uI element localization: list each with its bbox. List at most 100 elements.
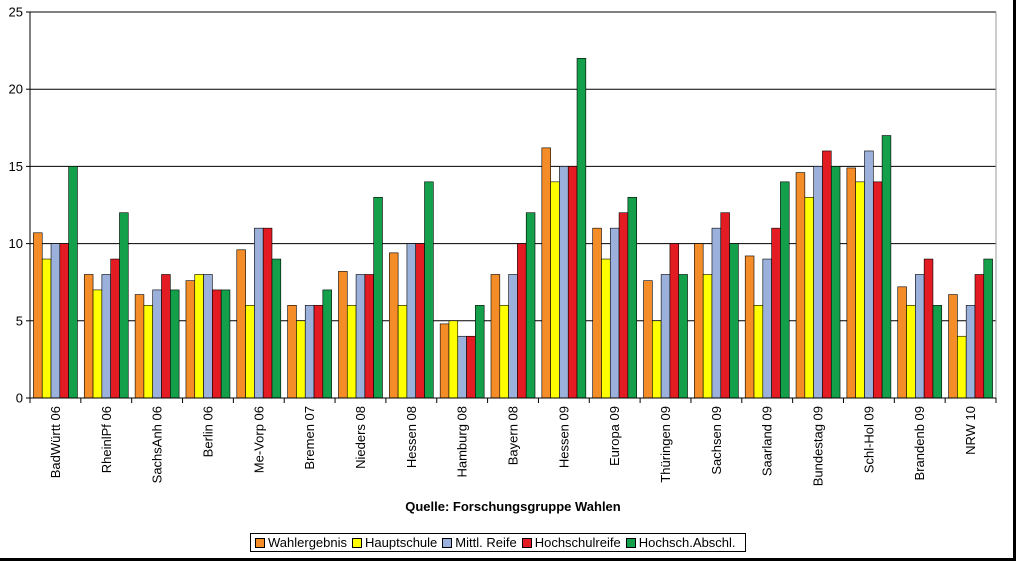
bar-wahlergebnis xyxy=(744,255,755,399)
bar-wahlergebnis xyxy=(592,227,602,399)
category-label: Berlin 06 xyxy=(200,406,215,457)
bar-wahlergebnis xyxy=(83,274,94,399)
legend-item: Mittl. Reife xyxy=(442,535,517,550)
legend: Wahlergebnis Hauptschule Mittl. Reife Hochs… xyxy=(250,533,746,552)
bar-hochsch-abschl xyxy=(830,166,841,399)
category-label: Nieders 08 xyxy=(353,406,368,469)
bar-hochschulreife xyxy=(161,274,171,399)
bar-hochsch-abschl xyxy=(576,58,587,399)
bar-mittl-reife xyxy=(609,227,620,399)
category-label: Schl-Hol 09 xyxy=(861,406,876,473)
legend-label: Mittl. Reife xyxy=(455,535,517,550)
bar-mittl-reife xyxy=(254,227,264,399)
bar-hochsch-abschl xyxy=(322,289,332,399)
category-label: NRW 10 xyxy=(963,406,978,455)
bar-mittl-reife xyxy=(711,227,722,399)
bar-hauptschule xyxy=(753,305,764,399)
category-labels: BadWürtt 06 RheinlPf 06 SachsAnh 06 Berlin … xyxy=(48,406,978,486)
bar-hauptschule xyxy=(397,305,408,399)
legend-label: Hochschulreife xyxy=(534,535,621,550)
bar-mittl-reife xyxy=(660,274,671,399)
bar-hauptschule xyxy=(296,320,306,399)
bar-hauptschule xyxy=(448,320,459,399)
legend-swatch xyxy=(442,537,453,548)
bar-mittl-reife xyxy=(559,166,569,399)
bar-wahlergebnis xyxy=(541,147,551,399)
bar-hochschulreife xyxy=(567,166,578,399)
bar-wahlergebnis xyxy=(643,280,653,399)
legend-swatch xyxy=(352,537,363,548)
bar-hochschulreife xyxy=(974,274,985,399)
category-label: Hessen 08 xyxy=(404,406,419,468)
bar-hochschulreife xyxy=(720,212,730,399)
bar-hochsch-abschl xyxy=(170,289,180,399)
bar-hauptschule xyxy=(906,305,916,399)
bar-wahlergebnis xyxy=(185,280,196,399)
bar-hochsch-abschl xyxy=(119,212,129,399)
category-label: Brandenb 09 xyxy=(912,406,927,480)
legend-label: Hochsch.Abschl. xyxy=(638,535,736,550)
y-axis: 0 5 10 15 20 25 xyxy=(9,5,30,406)
legend-item: Hochschulreife xyxy=(521,535,621,550)
bar-mittl-reife xyxy=(457,335,467,399)
bar-mittl-reife xyxy=(813,166,823,399)
bar-hochschulreife xyxy=(923,258,934,399)
bar-mittl-reife xyxy=(203,274,213,399)
bar-mittl-reife xyxy=(965,305,976,399)
bar-hauptschule xyxy=(855,181,865,399)
bar-wahlergebnis xyxy=(338,271,348,399)
bar-mittl-reife xyxy=(508,274,518,399)
category-label: BadWürtt 06 xyxy=(48,406,63,478)
bar-hauptschule xyxy=(601,258,611,399)
bar-hochschulreife xyxy=(59,243,69,399)
bar-hauptschule xyxy=(346,305,357,399)
bar-hochschulreife xyxy=(466,335,476,399)
bar-hochsch-abschl xyxy=(68,166,78,399)
bar-hochschulreife xyxy=(517,243,527,399)
bar-hauptschule xyxy=(499,305,509,399)
bar-hochsch-abschl xyxy=(932,305,943,399)
bar-mittl-reife xyxy=(864,150,874,399)
category-label: Bundestag 09 xyxy=(811,406,826,486)
legend-swatch xyxy=(255,537,265,548)
bar-mittl-reife xyxy=(355,274,366,399)
bar-mittl-reife xyxy=(101,274,111,399)
category-label: Saarland 09 xyxy=(760,406,775,476)
x-axis-title: Quelle: Forschungsgruppe Wahlen xyxy=(405,499,621,514)
bar-hauptschule xyxy=(92,289,103,399)
bar-hochsch-abschl xyxy=(881,135,892,399)
bar-mittl-reife xyxy=(915,274,925,399)
bar-hauptschule xyxy=(41,258,52,399)
bar-wahlergebnis xyxy=(134,294,145,399)
bar-hochsch-abschl xyxy=(729,243,739,399)
bar-wahlergebnis xyxy=(236,249,246,399)
bar-hochsch-abschl xyxy=(373,196,383,399)
category-label: RheinlPf 06 xyxy=(99,406,114,473)
legend-item: Wahlergebnis xyxy=(255,535,347,550)
y-tick-label: 25 xyxy=(9,5,23,20)
bar-wahlergebnis xyxy=(439,323,450,399)
bar-hochsch-abschl xyxy=(220,289,231,399)
bar-hauptschule xyxy=(804,196,814,399)
legend-label: Wahlergebnis xyxy=(268,535,348,550)
bar-wahlergebnis xyxy=(948,294,958,399)
category-label: Bayern 08 xyxy=(506,406,521,465)
bar-hochschulreife xyxy=(618,212,629,399)
bar-wahlergebnis xyxy=(694,243,704,399)
y-tick-label: 15 xyxy=(9,159,23,174)
category-label: SachsAnh 06 xyxy=(150,406,165,483)
bar-wahlergebnis xyxy=(795,172,806,399)
category-label: Sachsen 09 xyxy=(709,406,724,475)
bar-wahlergebnis xyxy=(490,274,501,399)
category-label: Thüringen 09 xyxy=(658,406,673,483)
bar-hochschulreife xyxy=(262,227,273,399)
legend-swatch xyxy=(521,537,532,548)
bar-hochsch-abschl xyxy=(525,212,536,399)
category-label: Europa 09 xyxy=(607,406,622,466)
bar-hochsch-abschl xyxy=(678,274,688,399)
bar-mittl-reife xyxy=(406,243,417,399)
bar-hochschulreife xyxy=(415,243,425,399)
bar-hochschulreife xyxy=(822,150,832,399)
bar-wahlergebnis xyxy=(287,305,297,399)
